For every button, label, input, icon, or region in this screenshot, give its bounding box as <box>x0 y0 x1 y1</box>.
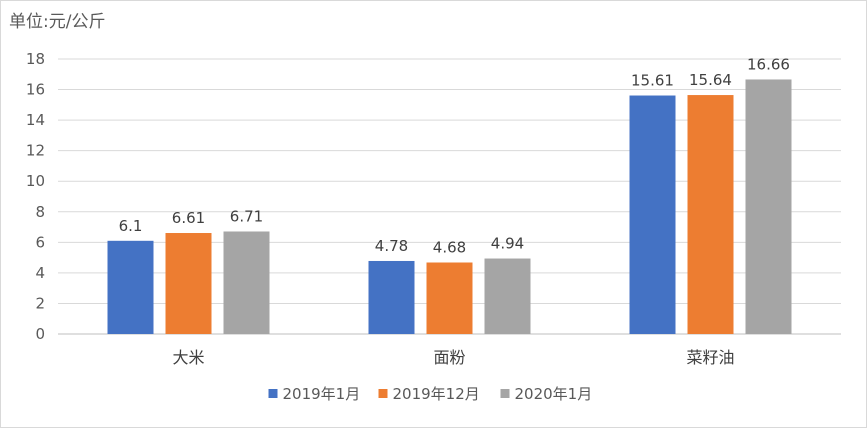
bar <box>426 262 473 334</box>
legend-label: 2020年1月 <box>515 385 593 403</box>
y-axis-ticks: 0 2 4 6 8 10 12 14 16 18 <box>26 50 45 343</box>
legend-swatch <box>268 389 278 398</box>
y-tick-label: 4 <box>35 264 45 282</box>
y-tick-label: 12 <box>26 142 45 160</box>
bar <box>107 240 154 334</box>
bar <box>687 95 734 334</box>
bar <box>745 79 792 334</box>
y-tick-label: 16 <box>26 81 45 99</box>
y-tick-label: 8 <box>35 203 45 221</box>
data-label: 4.94 <box>491 235 524 253</box>
data-label: 15.61 <box>631 72 674 90</box>
legend-swatch <box>378 389 388 398</box>
bar <box>484 258 531 334</box>
bars <box>107 79 792 334</box>
bar <box>165 233 212 334</box>
data-label: 15.64 <box>689 71 732 89</box>
y-tick-label: 14 <box>26 111 45 129</box>
data-label: 4.68 <box>433 239 466 257</box>
data-labels: 6.1 6.61 6.71 4.78 4.68 4.94 15.61 15.64 16.66 <box>119 55 790 256</box>
y-tick-label: 0 <box>35 325 45 343</box>
data-label: 6.61 <box>172 209 205 227</box>
unit-label: 单位:元/公斤 <box>9 12 105 32</box>
legend-label: 2019年12月 <box>393 385 480 403</box>
y-tick-label: 2 <box>35 294 45 312</box>
category-label: 菜籽油 <box>686 348 734 367</box>
bar <box>223 231 270 334</box>
legend-label: 2019年1月 <box>283 385 361 403</box>
category-label: 大米 <box>172 348 204 367</box>
category-label: 面粉 <box>433 348 465 367</box>
y-tick-label: 18 <box>26 50 45 68</box>
legend-swatch <box>500 389 510 398</box>
bar <box>368 260 415 334</box>
data-label: 16.66 <box>747 55 790 73</box>
data-label: 6.71 <box>230 207 263 225</box>
bar <box>629 95 676 334</box>
y-tick-label: 6 <box>35 233 45 251</box>
y-tick-label: 10 <box>26 172 45 190</box>
category-labels: 大米 面粉 菜籽油 <box>172 348 734 367</box>
legend: 2019年1月 2019年12月 2020年1月 <box>268 385 593 403</box>
data-label: 4.78 <box>375 237 408 255</box>
data-label: 6.1 <box>119 217 143 235</box>
